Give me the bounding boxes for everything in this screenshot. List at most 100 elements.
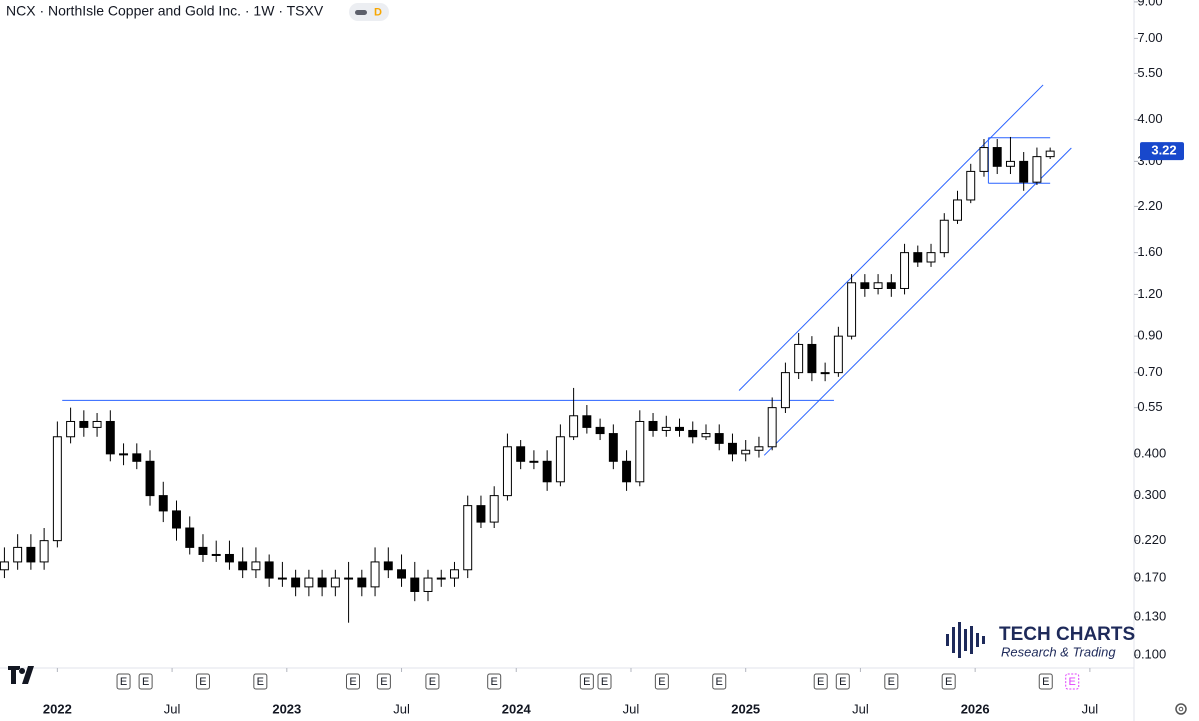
candle [132,443,142,470]
candle [291,569,301,597]
candle-body [344,577,354,580]
candle [555,424,565,487]
event-box [253,673,268,690]
candle [767,397,777,451]
candle-body [741,449,751,455]
candle [608,424,618,470]
candle [1005,136,1015,175]
candle-body [847,282,857,337]
x-tick-label: 2024 [502,701,532,716]
event-marker: E [1065,673,1080,690]
trendlines [62,84,1072,456]
event-marker: E [884,673,899,690]
candle-body [582,415,592,428]
x-tick-label: Jul [623,701,640,716]
candle-body [555,436,565,483]
candle [1032,147,1042,185]
candle [489,486,499,529]
candle-body [939,219,949,254]
candle [714,424,724,451]
candle-body [926,252,936,263]
candle-body [357,577,367,588]
event-marker: E [195,673,210,690]
candle [344,561,354,623]
candle [317,569,327,597]
candle-body [1045,150,1055,158]
candle-body [79,420,89,428]
candle [423,569,433,602]
candle [939,213,949,258]
candle-body [754,446,764,451]
candle-body [330,577,340,588]
candle [304,569,314,597]
event-marker: E [345,673,360,690]
gear[interactable] [1175,703,1187,715]
candle-body [145,460,155,497]
candle-body [701,433,711,438]
y-tick-label: 2.20 [1137,198,1162,213]
candle-body [383,561,393,571]
event-box [425,673,440,690]
candle-body [595,426,605,435]
logo-icon [946,622,985,658]
candle [79,410,89,437]
candle [701,424,711,441]
trendline [763,147,1072,456]
candle-body [675,426,684,431]
candle [569,387,579,441]
candle-body [172,510,181,529]
candle [648,413,658,437]
candle [900,243,910,295]
candle [66,407,76,444]
candle [172,500,181,541]
tech-charts-logo: TECH CHARTS Research & Trading [946,622,1135,659]
candle [0,547,9,579]
event-box [1065,673,1080,690]
x-tick-label: Jul [164,701,181,716]
event-box [941,673,956,690]
badge-text: D [374,6,382,18]
candle-body [727,442,737,455]
candle [1019,152,1029,191]
y-tick-label: 5.50 [1137,65,1162,80]
y-tick-label: 0.130 [1134,608,1167,623]
candle-body [966,170,976,201]
candle [622,450,632,491]
candle [463,495,473,579]
gear-center[interactable] [1178,706,1184,712]
candle-body [317,577,327,588]
candle [635,410,645,487]
x-tick-label: 2023 [272,701,301,716]
candle [92,413,102,437]
candle [450,561,459,587]
candle [953,190,962,224]
candle [502,433,512,501]
candle [330,569,340,597]
candle-body [13,546,23,563]
candle [105,410,115,462]
candle-body [1005,160,1015,167]
candle [185,516,195,555]
y-tick-label: 0.400 [1134,445,1167,460]
event-box [116,673,131,690]
candle [780,362,790,414]
candle [913,245,923,267]
settings-icon[interactable] [1175,703,1187,715]
event-label: E [257,676,264,688]
candle [52,421,62,548]
y-tick-label: 0.70 [1137,364,1162,379]
event-label: E [888,676,895,688]
candle-body [0,561,9,571]
candle-body [476,505,486,523]
candles [0,136,1055,623]
event-label: E [1042,676,1049,688]
event-marker: E [376,673,391,690]
event-marker: E [1038,673,1053,690]
candle-body [370,561,380,588]
event-box [884,673,899,690]
candle [145,450,155,506]
candle [13,534,23,570]
candle [833,326,843,377]
y-axis: 9.007.005.504.003.002.201.601.200.900.70… [1134,0,1167,662]
x-tick-label: 2022 [43,701,72,716]
